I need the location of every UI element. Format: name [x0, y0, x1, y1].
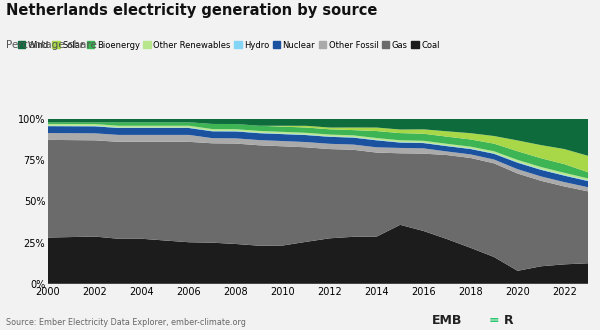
Text: Netherlands electricity generation by source: Netherlands electricity generation by so…	[6, 3, 377, 18]
Text: Source: Ember Electricity Data Explorer, ember-climate.org: Source: Ember Electricity Data Explorer,…	[6, 318, 246, 327]
Text: EMB: EMB	[432, 314, 463, 327]
Text: Percentage share: Percentage share	[6, 40, 97, 50]
Legend: Wind, Solar, Bioenergy, Other Renewables, Hydro, Nuclear, Other Fossil, Gas, Coa: Wind, Solar, Bioenergy, Other Renewables…	[14, 37, 443, 53]
Text: =: =	[488, 314, 499, 327]
Text: R: R	[504, 314, 514, 327]
